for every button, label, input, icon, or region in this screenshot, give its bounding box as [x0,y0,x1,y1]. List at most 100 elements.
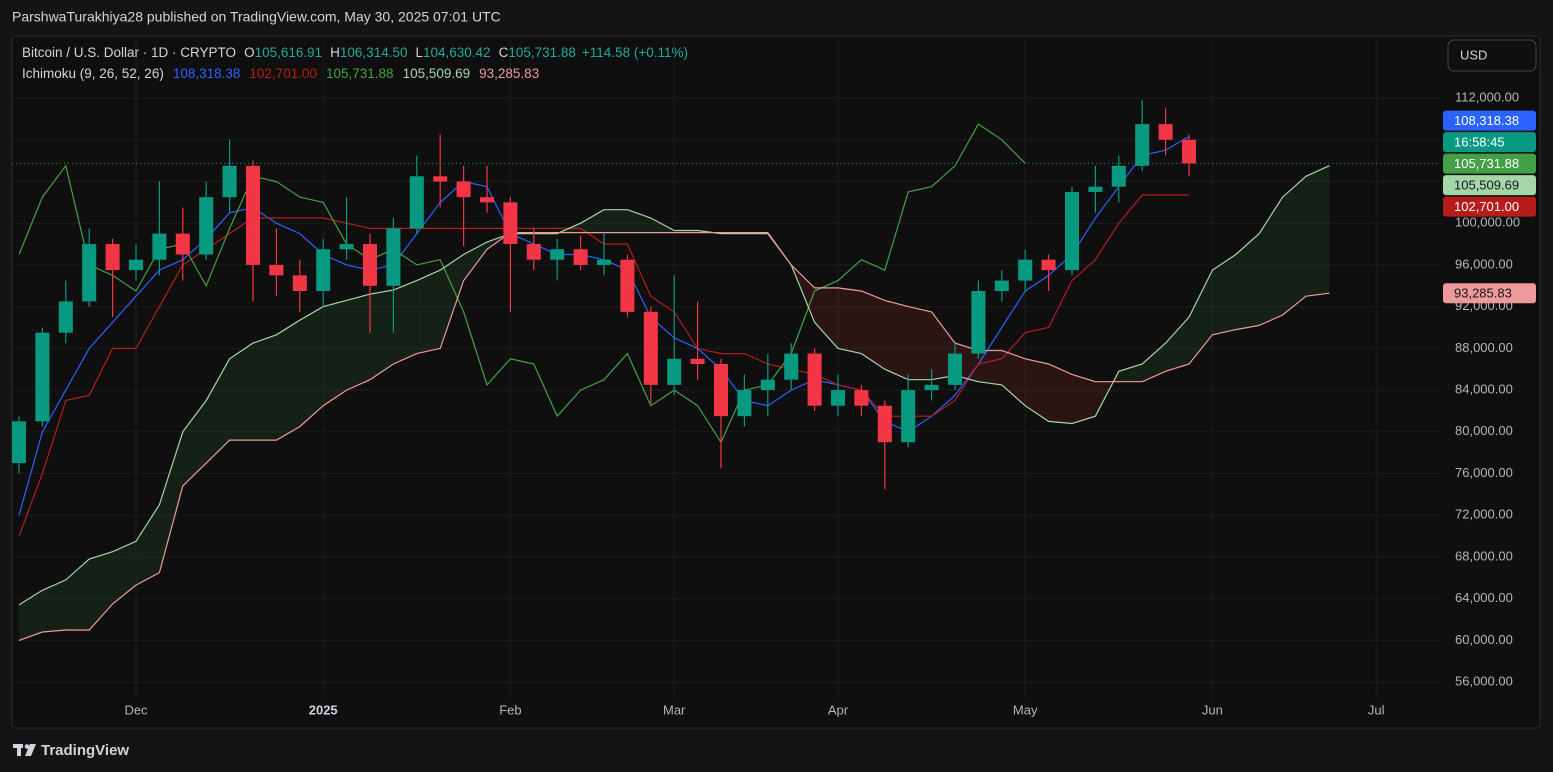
candle-body [175,233,190,255]
y-tick-label: 76,000.00 [1455,465,1513,480]
price-tag-box [1443,132,1536,153]
x-tick-label: Apr [828,702,849,717]
candle-body [737,390,752,417]
cloud-segment [1025,358,1049,422]
price-tag-label: 16:58:45 [1454,135,1505,150]
ohlc-value: 105,731.88 [508,45,576,60]
price-tag-label: 105,731.88 [1454,156,1519,171]
x-tick-label: Dec [124,702,148,717]
price-tag-label: 102,701.00 [1454,199,1519,214]
candle-body [971,291,986,354]
price-tag-box [1443,196,1536,217]
candle-body [199,197,214,255]
currency-label[interactable]: USD [1460,47,1487,62]
indicator-value: 93,285.83 [479,66,539,81]
candle-body [807,353,822,406]
candle-body [1158,124,1173,140]
cloud-segment [604,209,628,233]
ohlc-key: H [330,45,340,60]
cloud-segment [1001,350,1026,406]
cloud-segment [299,306,324,427]
price-tag-label: 93,285.83 [1454,286,1512,301]
candle-body [573,249,588,265]
cloud-segment [276,320,300,441]
indicator-value: 102,701.00 [249,66,317,81]
candle-body [1088,186,1103,192]
currency-button-frame[interactable] [1447,39,1537,72]
legend-main: Bitcoin / U.S. Dollar · 1D · CRYPTO O105,… [22,45,688,60]
candle-body [1041,259,1056,271]
candle-body [596,259,612,265]
y-tick-label: 84,000.00 [1455,382,1513,397]
logo-part [17,744,21,756]
x-tick-label: May [1013,702,1038,717]
indicator-line [18,232,1330,641]
cloud-segment [416,270,441,354]
candle-body [667,358,682,385]
chart-panel [11,35,1541,729]
cloud-segment [393,280,417,365]
candle-body [503,202,518,245]
cloud-segment [206,358,230,464]
x-tick-label: Feb [499,702,521,717]
candle-body [877,405,892,443]
candle-body [35,332,50,422]
candle-body [12,421,27,464]
candle-body [245,165,261,265]
ohlc-value: 106,314.50 [340,45,408,60]
candle-body [994,280,1009,292]
publish-header: ParshwaTurakhiya28 published on TradingV… [12,9,501,25]
candle-body [82,244,97,302]
cloud-segment [1072,374,1096,424]
cloud-segment [1259,197,1283,326]
candle-body [713,364,729,417]
x-tick-label: Jun [1202,702,1223,717]
candle-body [526,244,541,260]
cloud-segment [159,431,183,573]
ohlc-key: O [244,45,255,60]
logo-part [25,744,36,756]
cloud-segment [136,504,160,586]
candle-body [433,176,448,182]
candle-body [643,311,658,385]
candle-body [784,353,799,380]
price-tag: 108,318.38 [1443,110,1536,131]
cloud-segment [182,400,207,487]
cloud-segment [1282,176,1306,315]
y-tick-label: 68,000.00 [1455,548,1513,563]
cloud-segment [580,209,604,233]
price-tag: 93,285.83 [1443,283,1536,304]
y-tick-label: 96,000.00 [1455,256,1513,271]
x-tick-label: 2025 [309,702,338,717]
cloud-segment [370,289,394,380]
cloud-segment [1189,270,1213,365]
candle-body [105,244,120,271]
candle-body [854,390,869,406]
price-tag-label: 105,509.69 [1454,178,1519,193]
candle-body [550,249,565,260]
cloud-segment [1048,364,1072,424]
candle-body [58,301,73,333]
legend-indicator: Ichimoku (9, 26, 52, 26) 108,318.38 102,70… [22,66,539,81]
cloud-segment [253,334,277,441]
cloud-segment [1142,343,1166,382]
price-tag: 105,509.69 [1443,175,1536,196]
candle-body [409,176,424,229]
candle-body [316,249,331,292]
candle-body [760,379,775,391]
cloud-segment [861,291,885,370]
candle-body [128,259,144,271]
ohlc-value: 104,630.42 [423,45,491,60]
currency-button[interactable]: USD [1447,39,1537,72]
y-tick-label: 100,000.00 [1455,215,1520,230]
price-tag-box [1443,110,1536,131]
indicator-value: 105,731.88 [326,66,394,81]
candle-body [1135,124,1150,166]
y-tick-label: 56,000.00 [1455,674,1513,689]
cloud-segment [42,579,66,633]
cloud-segment [323,300,347,406]
price-tag-label: 108,318.38 [1454,113,1519,128]
candle-body [1018,259,1033,281]
cloud-segment [838,287,862,354]
candle-body [386,228,401,286]
